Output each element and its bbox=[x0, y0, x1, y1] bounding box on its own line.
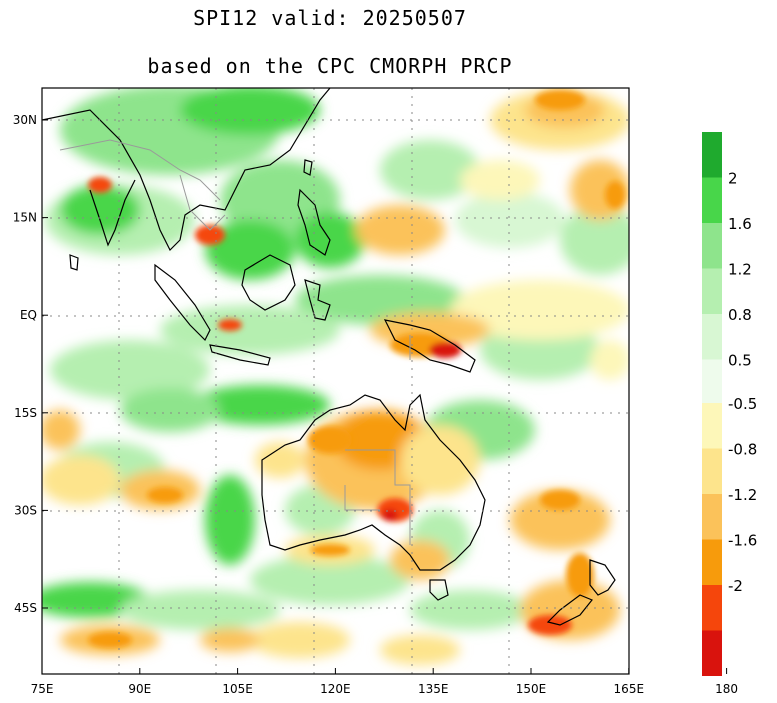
colorbar-label-negative: -0.5 bbox=[728, 395, 757, 413]
sumatra-coastline bbox=[154, 263, 211, 342]
coastlines bbox=[42, 88, 616, 626]
y-tick-label: 15N bbox=[13, 211, 37, 225]
y-tick-label: 15S bbox=[14, 406, 37, 420]
colorbar-swatch-positive bbox=[702, 268, 722, 314]
colorbar-swatch-positive bbox=[702, 223, 722, 269]
borneo-coastline bbox=[241, 254, 296, 311]
colorbar-label-positive: 1.6 bbox=[728, 215, 752, 233]
colorbar-label-positive: 0.8 bbox=[728, 306, 752, 324]
colorbar-swatch-negative bbox=[702, 630, 722, 676]
spi-field bbox=[42, 88, 629, 665]
x-tick-label: 75E bbox=[31, 682, 54, 696]
gridlines bbox=[42, 88, 629, 674]
australia-coastline bbox=[261, 393, 486, 571]
x-tick-label: 120E bbox=[320, 682, 351, 696]
colorbar-swatch-positive bbox=[702, 359, 722, 405]
map-subtitle: based on the CPC CMORPH PRCP bbox=[147, 54, 513, 78]
colorbar-label-positive: 0.5 bbox=[728, 352, 752, 370]
tasmania-coastline bbox=[429, 579, 449, 601]
x-tick-label: 90E bbox=[128, 682, 151, 696]
philippines-coastline bbox=[297, 188, 331, 256]
colorbar-label-positive: 2 bbox=[728, 170, 738, 188]
new-guinea-coastline bbox=[383, 319, 476, 373]
x-tick-label: 165E bbox=[614, 682, 645, 696]
colorbar-swatch-negative bbox=[702, 494, 722, 540]
y-tick-label: 45S bbox=[14, 601, 37, 615]
x-tick-label: 180 bbox=[715, 682, 738, 696]
map-title: SPI12 valid: 20250507 bbox=[193, 6, 467, 30]
sri-lanka-coastline bbox=[69, 254, 79, 271]
colorbar-label-negative: -1.6 bbox=[728, 532, 757, 550]
colorbar-label-negative: -2 bbox=[728, 577, 743, 595]
colorbar-swatch-positive bbox=[702, 314, 722, 360]
y-tick-label: 30N bbox=[13, 113, 37, 127]
colorbar-label-negative: -0.8 bbox=[728, 441, 757, 459]
colorbar-label-positive: 1.2 bbox=[728, 261, 752, 279]
nz-north-coastline bbox=[589, 559, 616, 596]
india-coastline bbox=[89, 179, 136, 247]
asia-coastline bbox=[42, 88, 331, 252]
y-tick-label: 30S bbox=[14, 503, 37, 517]
java-coastline bbox=[209, 344, 271, 366]
colorbar-swatch-negative bbox=[702, 585, 722, 631]
colorbar-label-negative: -1.2 bbox=[728, 486, 757, 504]
colorbar-swatch-positive bbox=[702, 132, 722, 178]
taiwan-coastline bbox=[303, 159, 313, 176]
colorbar-swatch-negative bbox=[702, 403, 722, 449]
colorbar: 2 1.6 1.2 0.8 0.5 -0.5 -0.8 -1.2 -1.6 -2 bbox=[702, 132, 757, 676]
y-tick-label: EQ bbox=[20, 308, 37, 322]
colorbar-swatch-negative bbox=[702, 448, 722, 494]
nz-south-coastline bbox=[546, 594, 593, 626]
sulawesi-coastline bbox=[304, 279, 331, 321]
country-borders bbox=[59, 139, 411, 545]
colorbar-swatch-negative bbox=[702, 539, 722, 585]
y-axis: 30N 15N EQ 15S 30S 45S bbox=[13, 113, 48, 615]
x-tick-label: 105E bbox=[222, 682, 253, 696]
x-tick-label: 135E bbox=[418, 682, 449, 696]
colorbar-swatch-positive bbox=[702, 177, 722, 223]
x-axis: 75E 90E 105E 120E 135E 150E 165E 180 bbox=[31, 668, 738, 696]
x-tick-label: 150E bbox=[516, 682, 547, 696]
